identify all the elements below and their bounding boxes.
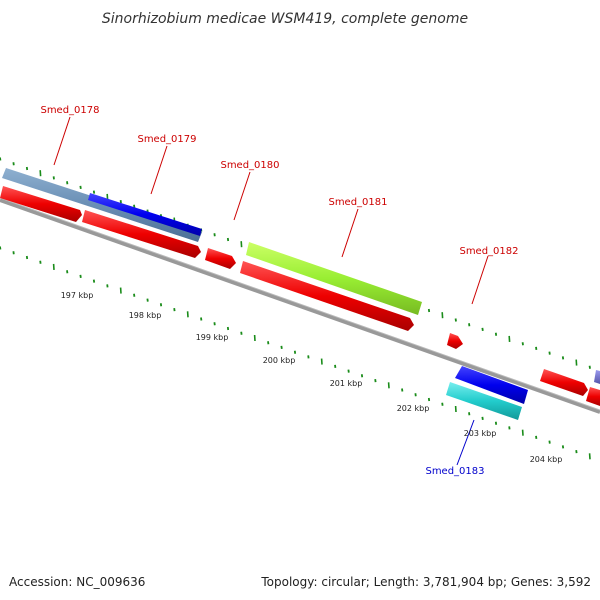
kbp-label: 203 kbp	[464, 429, 497, 438]
gene-red-2[interactable]	[82, 210, 201, 258]
label-smed-0183: Smed_0183	[425, 419, 485, 477]
gene-smed-0182[interactable]	[447, 333, 463, 349]
gene-label: Smed_0179	[137, 134, 196, 145]
label-smed-0182: Smed_0182	[459, 246, 519, 305]
gene-smed-0178[interactable]	[0, 186, 82, 222]
genome-backbone-highlight	[0, 197, 600, 411]
gene-smed-0179[interactable]	[88, 193, 202, 236]
kbp-label: 204 kbp	[530, 455, 563, 464]
kbp-labels: 197 kbp 198 kbp 199 kbp 200 kbp 201 kbp …	[61, 291, 563, 464]
label-smed-0181: Smed_0181	[328, 197, 388, 258]
feature-purple-edge[interactable]	[594, 370, 600, 384]
gene-label: Smed_0178	[40, 105, 99, 116]
gene-red-long[interactable]	[240, 261, 414, 331]
gene-label: Smed_0181	[328, 197, 387, 208]
gene-smed-0183[interactable]	[446, 382, 522, 420]
topology-text: Topology: circular; Length: 3,781,904 bp…	[260, 575, 591, 589]
tick-row-lower	[0, 246, 591, 460]
kbp-label: 199 kbp	[196, 333, 229, 342]
genome-backbone	[0, 198, 600, 414]
label-smed-0178: Smed_0178	[40, 105, 100, 166]
kbp-label: 197 kbp	[61, 291, 94, 300]
gene-blue-right[interactable]	[455, 366, 528, 404]
gene-red-edge-1[interactable]	[540, 369, 588, 396]
kbp-label: 201 kbp	[330, 379, 363, 388]
gene-label: Smed_0183	[425, 466, 484, 477]
map-title: Sinorhizobium medicae WSM419, complete g…	[102, 11, 468, 27]
accession-text: Accession: NC_009636	[9, 575, 145, 589]
gene-smed-0180[interactable]	[205, 248, 236, 269]
gene-red-edge-2[interactable]	[586, 387, 600, 406]
kbp-label: 198 kbp	[129, 311, 162, 320]
gene-label: Smed_0180	[220, 160, 279, 171]
kbp-label: 200 kbp	[263, 356, 296, 365]
label-smed-0179: Smed_0179	[137, 134, 197, 195]
feature-steelblue[interactable]	[2, 168, 202, 242]
label-smed-0180: Smed_0180	[220, 160, 280, 221]
gene-label: Smed_0182	[459, 246, 518, 257]
kbp-label: 202 kbp	[397, 404, 430, 413]
feature-smed-0181[interactable]	[246, 242, 422, 315]
